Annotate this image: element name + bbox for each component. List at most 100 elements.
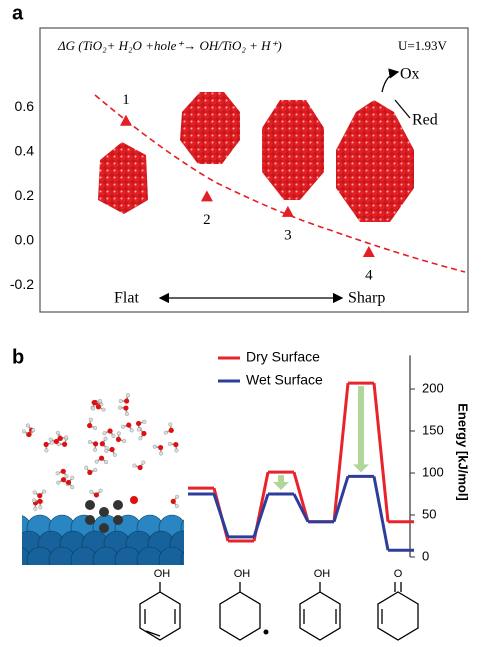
oxygen <box>26 431 32 438</box>
oxygen <box>95 404 101 410</box>
hydrogen <box>174 448 179 453</box>
oxygen <box>87 422 93 429</box>
oxygen <box>115 436 122 443</box>
hydrogen <box>103 436 108 441</box>
oxygen <box>61 441 68 447</box>
hydrogen <box>98 488 103 493</box>
hydrogen <box>91 406 96 411</box>
oxygen <box>109 446 115 453</box>
oxygen <box>60 477 67 483</box>
structure-label: O <box>394 568 403 580</box>
carbon <box>99 507 109 517</box>
surface-atom <box>180 551 184 565</box>
hydrogen <box>101 407 106 412</box>
y-tick-label: 200 <box>422 380 444 395</box>
oxygen <box>53 438 59 445</box>
surface-atom <box>192 531 218 557</box>
hydrogen <box>93 467 98 472</box>
oxygen <box>123 405 129 411</box>
difference-arrow <box>353 386 369 473</box>
y-tick-label: 0.4 <box>15 143 35 159</box>
oxygen <box>158 444 164 451</box>
hydrogen <box>111 433 116 438</box>
hydrogen <box>70 475 75 480</box>
carbon <box>113 500 123 510</box>
hydrogen <box>132 463 137 468</box>
structure-label: OH <box>154 568 171 580</box>
connector <box>212 493 230 538</box>
hydrogen <box>124 411 129 416</box>
oxygen <box>135 420 142 427</box>
hydrogen <box>136 427 141 432</box>
connector <box>252 493 270 538</box>
plot-frame <box>39 27 469 313</box>
connector <box>372 382 390 522</box>
oxygen <box>93 492 100 498</box>
oxygen <box>87 469 93 475</box>
point-label: 2 <box>203 212 211 228</box>
hydrogen <box>168 422 173 427</box>
y-tick-label: 0.2 <box>15 187 35 203</box>
connector <box>292 493 310 523</box>
structures <box>139 582 419 641</box>
pointer-line <box>394 99 411 119</box>
hydrogen <box>25 423 30 428</box>
hydrogen <box>138 436 143 441</box>
legend-label: Dry Surface <box>246 349 320 365</box>
hydrogen <box>167 441 172 446</box>
data-point <box>119 114 132 126</box>
hydrogen <box>32 490 37 495</box>
trend-line <box>94 94 466 273</box>
panel-label: a <box>12 2 24 24</box>
hydrogen <box>163 430 168 435</box>
oxygen <box>37 493 43 499</box>
oxygen <box>107 428 113 434</box>
hydrogen <box>118 399 123 404</box>
carbon <box>99 523 109 533</box>
structure-label: OH <box>234 568 251 580</box>
nanoparticle <box>262 100 324 200</box>
hydrogen <box>64 474 69 479</box>
connector <box>372 476 390 551</box>
data-point <box>281 205 294 217</box>
carbon <box>85 500 95 510</box>
hydrogen <box>32 498 37 503</box>
hydrogen <box>31 428 36 433</box>
hydrogen <box>97 398 102 403</box>
nanoparticle <box>180 92 240 164</box>
y-tick-label: 150 <box>422 422 444 437</box>
structure-label: OH <box>314 568 331 580</box>
oxygen <box>170 498 176 504</box>
nanoparticle <box>336 100 414 222</box>
redox-arrow <box>381 68 400 93</box>
annotation: Red <box>412 112 438 129</box>
y-tick-label: 0.6 <box>15 98 35 114</box>
annotation: Sharp <box>348 290 385 307</box>
connector <box>332 382 350 522</box>
data-point <box>200 190 213 202</box>
annotation: Flat <box>114 290 139 307</box>
hydrogen <box>55 471 60 476</box>
panel-label: b <box>12 346 24 368</box>
hydrogen <box>93 447 98 452</box>
hydrogen <box>38 505 43 510</box>
y-tick-label: 50 <box>422 506 436 521</box>
y-axis-label: Energy [kJ/mol] <box>456 403 471 501</box>
hydrogen <box>89 489 94 494</box>
hydrogen <box>129 428 134 433</box>
annotation: U=1.93V <box>398 38 447 53</box>
y-tick-label: 0.0 <box>15 232 35 248</box>
hydrogen <box>112 452 117 457</box>
hydrogen <box>88 417 93 422</box>
hydrogen <box>64 435 69 440</box>
point-label: 4 <box>365 267 373 283</box>
hydrogen <box>141 460 146 465</box>
hydrogen <box>22 429 26 434</box>
surface-atom <box>158 546 184 565</box>
point-label: 3 <box>284 227 292 243</box>
surface-atom <box>180 519 184 537</box>
oxygen <box>124 398 130 404</box>
hydrogen <box>55 430 60 435</box>
nanoparticle <box>98 142 148 214</box>
